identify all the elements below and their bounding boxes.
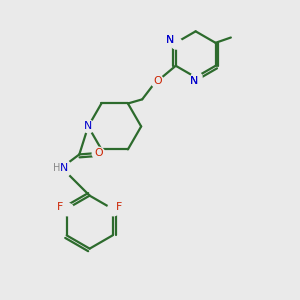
Text: N: N bbox=[190, 76, 198, 86]
Text: O: O bbox=[153, 76, 162, 86]
Text: F: F bbox=[116, 202, 122, 212]
Text: N: N bbox=[166, 35, 175, 46]
Text: O: O bbox=[95, 148, 103, 158]
Text: H: H bbox=[53, 163, 60, 173]
Text: N: N bbox=[190, 76, 198, 86]
Text: F: F bbox=[57, 202, 63, 212]
Text: N: N bbox=[166, 35, 175, 46]
Text: N: N bbox=[83, 122, 92, 131]
Text: N: N bbox=[60, 163, 68, 173]
